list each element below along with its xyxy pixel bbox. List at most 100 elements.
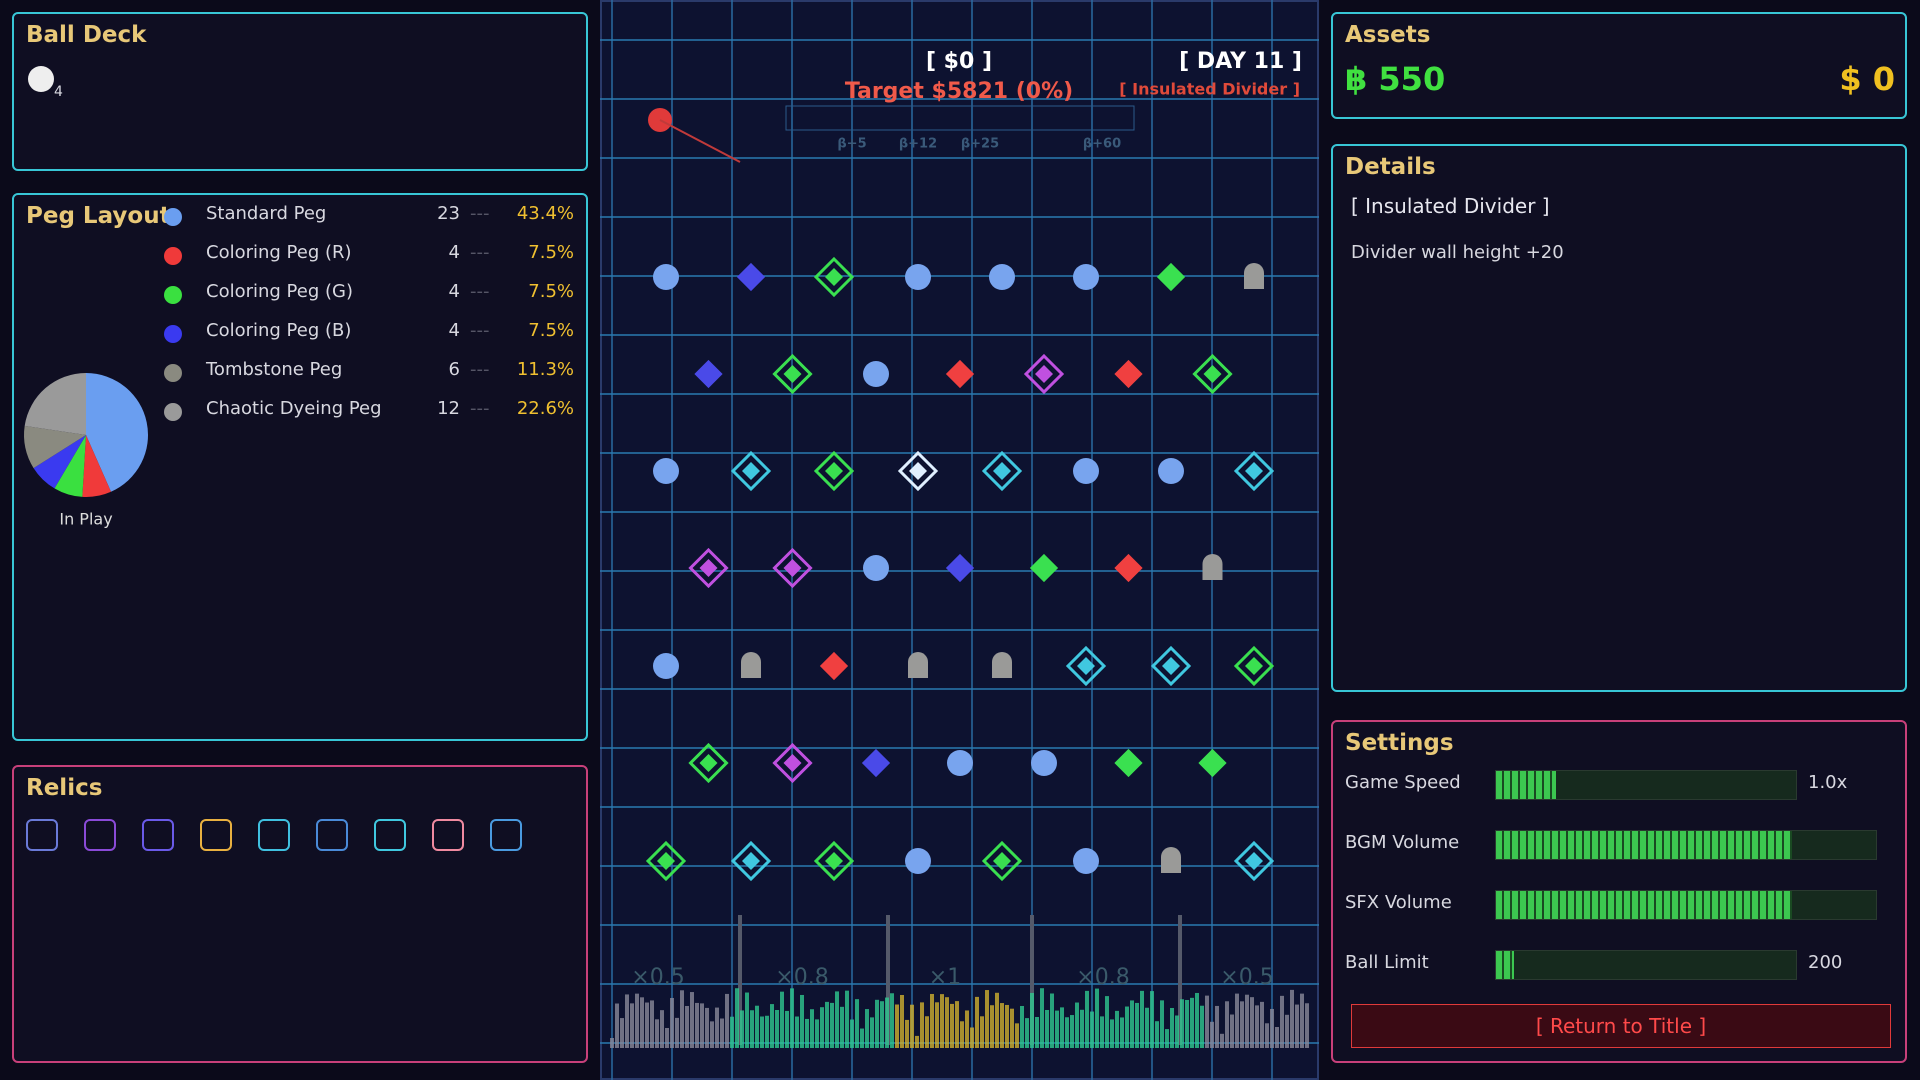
peg: [736, 262, 766, 292]
peg-dash: ---: [470, 281, 490, 302]
peg-share: 11.3%: [516, 359, 574, 380]
peg: [981, 840, 1023, 882]
pie-slice: [82, 435, 111, 497]
peg: [989, 264, 1015, 290]
peg: [1198, 748, 1227, 778]
board-text: Target $5821 (0%): [845, 79, 1073, 104]
slider: [1495, 950, 1797, 980]
histogram-bar: [695, 1002, 699, 1048]
pie-slice: [86, 373, 148, 492]
histogram-bar: [1045, 1009, 1049, 1048]
histogram-bar: [905, 1019, 909, 1048]
histogram-bar: [790, 988, 794, 1048]
histogram-bar: [1270, 1008, 1274, 1048]
peg: [819, 651, 849, 681]
histogram-bar: [1285, 1014, 1289, 1048]
histogram-bar: [1090, 1011, 1094, 1048]
histogram-bar: [800, 994, 804, 1048]
histogram-bar: [660, 1010, 664, 1048]
peg: [992, 652, 1012, 678]
histogram-bar: [690, 992, 694, 1048]
histogram-bar: [620, 1018, 624, 1048]
peg-dash: ---: [470, 359, 490, 380]
histogram-bar: [1210, 1021, 1214, 1048]
histogram-bar: [1100, 1016, 1104, 1048]
histogram-bar: [1240, 1001, 1244, 1048]
board-text: β+12: [899, 137, 937, 152]
relic-icon: [432, 819, 464, 851]
histogram-bar: [615, 1003, 619, 1048]
peg-core: [699, 559, 718, 577]
histogram-bar: [735, 988, 739, 1048]
setting-label: Ball Limit: [1345, 952, 1429, 973]
peg-core: [1245, 852, 1263, 870]
peg: [730, 450, 772, 492]
histogram-bar: [755, 1005, 759, 1048]
relic-icon: [200, 819, 232, 851]
histogram-bar: [835, 991, 839, 1048]
histogram-bar: [925, 1016, 929, 1048]
peg: [1233, 450, 1275, 492]
aim: [659, 119, 741, 163]
slider: [1495, 890, 1877, 920]
relic-icon: [490, 819, 522, 851]
histogram-bar: [1070, 1015, 1074, 1048]
histogram-bar: [1265, 1023, 1269, 1048]
peg-core: [909, 462, 927, 480]
histogram-bar: [725, 993, 729, 1048]
histogram-bar: [680, 990, 684, 1048]
peg-name: Coloring Peg (B): [206, 320, 352, 341]
peg: [1031, 750, 1057, 776]
histogram-bar: [1055, 1010, 1059, 1048]
peg-count: 6: [448, 359, 460, 380]
peg: [1029, 553, 1059, 583]
setting-label: Game Speed: [1345, 772, 1461, 793]
relics-panel: Relics: [12, 765, 588, 1063]
histogram-bar: [645, 1002, 649, 1048]
histogram-bar: [895, 1004, 899, 1048]
histogram-bar: [970, 1027, 974, 1048]
peg-count: 4: [448, 242, 460, 263]
histogram-bar: [890, 993, 894, 1048]
peg-core: [1245, 657, 1263, 675]
slider-fill: [1496, 831, 1793, 859]
peg: [1150, 645, 1192, 687]
histogram-bar: [625, 994, 629, 1048]
peg: [1073, 264, 1099, 290]
histogram-bar: [750, 1010, 754, 1048]
peg: [1244, 263, 1264, 289]
histogram-bar: [700, 1003, 704, 1048]
histogram-bar: [1245, 994, 1249, 1048]
histogram-bar: [965, 1010, 969, 1048]
histogram-bar: [1170, 1007, 1174, 1048]
histogram-bar: [1230, 1014, 1234, 1048]
multiplier: ×0.8: [775, 965, 828, 990]
peg-count: 23: [437, 203, 460, 224]
peg-name: Coloring Peg (R): [206, 242, 352, 263]
histogram-bar: [675, 1017, 679, 1048]
peg-swatch: [164, 247, 182, 265]
peg: [863, 555, 889, 581]
histogram-bar: [990, 1005, 994, 1048]
ball-icon: [28, 66, 54, 92]
histogram-bar: [1020, 1005, 1024, 1048]
pie-slice: [54, 435, 86, 497]
peg-swatch: [164, 325, 182, 343]
histogram-bar: [1080, 1009, 1084, 1048]
assets-panel: Assets ฿ 550 $ 0: [1331, 12, 1907, 119]
histogram-bar: [1130, 1000, 1134, 1048]
peg: [688, 547, 729, 589]
histogram-bar: [1205, 995, 1209, 1048]
peg: [1161, 847, 1181, 873]
histogram-bar: [1145, 1007, 1149, 1048]
peg: [905, 848, 931, 874]
details-panel: Details [ Insulated Divider ] Divider wa…: [1331, 144, 1907, 692]
return-button[interactable]: [ Return to Title ]: [1351, 1004, 1891, 1048]
histogram-bar: [1215, 1005, 1219, 1048]
peg: [1114, 553, 1143, 583]
histogram-bar: [1175, 1015, 1179, 1048]
histogram-bar: [875, 999, 879, 1048]
histogram-bar: [805, 1018, 809, 1048]
histogram-bar: [815, 1019, 819, 1048]
coin-balance: ฿ 550: [1345, 60, 1446, 98]
